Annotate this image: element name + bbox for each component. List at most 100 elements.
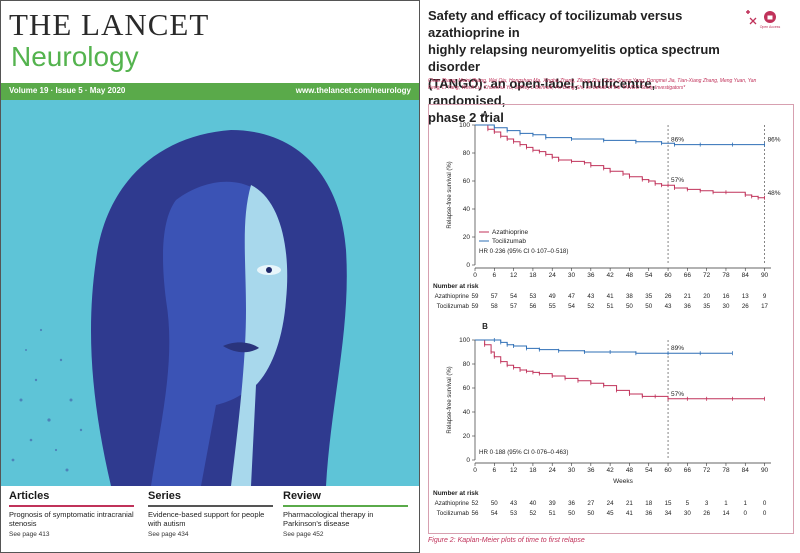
y-tick-label: 100 (459, 337, 470, 344)
risk-table-cell: 34 (665, 510, 672, 517)
title-line: phase 2 trial (428, 110, 504, 125)
x-tick-label: 54 (645, 272, 653, 279)
x-tick-label: 84 (742, 467, 750, 474)
y-tick-label: 80 (463, 361, 471, 368)
risk-table-title: Number at risk (433, 283, 479, 290)
risk-table-cell: 58 (491, 303, 498, 310)
x-tick-label: 48 (626, 467, 634, 474)
risk-table-cell: 21 (626, 500, 633, 507)
y-axis-label: Relapse-free survival (%) (447, 161, 453, 228)
issue-info: Volume 19 · Issue 5 · May 2020 (9, 86, 126, 95)
risk-table-row-label: Tocilizumab (437, 510, 470, 517)
risk-table-cell: 26 (742, 303, 749, 310)
panel-label: B (482, 322, 488, 331)
risk-table-cell: 50 (568, 510, 575, 517)
y-tick-label: 20 (463, 234, 471, 241)
title-line: Safety and efficacy of tocilizumab versu… (428, 8, 683, 40)
risk-table-cell: 41 (607, 293, 614, 300)
x-tick-label: 36 (587, 467, 595, 474)
risk-table-cell: 26 (703, 510, 710, 517)
survival-annotation: 57% (671, 177, 684, 184)
x-tick-label: 36 (587, 272, 595, 279)
risk-table-cell: 27 (587, 500, 594, 507)
risk-table-cell: 56 (472, 510, 479, 517)
svg-text:Open Access: Open Access (760, 25, 781, 29)
legend-label: Tocilizumab (492, 238, 526, 245)
risk-table-row-label: Tocilizumab (437, 303, 470, 310)
risk-table-cell: 41 (626, 510, 633, 517)
x-tick-label: 42 (607, 467, 615, 474)
risk-table-cell: 20 (703, 293, 710, 300)
risk-table-cell: 0 (763, 510, 767, 517)
oa-lock-icon[interactable]: Open Access (760, 11, 781, 29)
y-tick-label: 80 (463, 150, 471, 157)
x-tick-label: 66 (684, 272, 692, 279)
x-tick-label: 12 (510, 272, 518, 279)
risk-table-cell: 36 (568, 500, 575, 507)
title-line: highly relapsing neuromyelitis optica sp… (428, 42, 720, 74)
risk-table-row-label: Azathioprine (435, 293, 470, 300)
section-page: See page 452 (283, 531, 324, 538)
risk-table-cell: 0 (744, 510, 748, 517)
y-tick-label: 100 (459, 122, 470, 129)
risk-table-cell: 47 (568, 293, 575, 300)
section-articles[interactable]: Articles Prognosis of symptomatic intrac… (9, 486, 134, 538)
risk-table-cell: 50 (645, 303, 652, 310)
risk-table-cell: 5 (686, 500, 690, 507)
x-tick-label: 60 (664, 272, 672, 279)
risk-table-cell: 16 (723, 293, 730, 300)
survival-annotation: 89% (671, 345, 684, 352)
risk-table-cell: 26 (665, 293, 672, 300)
risk-table-cell: 30 (723, 303, 730, 310)
x-tick-label: 72 (703, 272, 711, 279)
risk-table-cell: 52 (529, 510, 536, 517)
cover-illustration (1, 100, 419, 486)
cover-section-list: Articles Prognosis of symptomatic intrac… (1, 486, 419, 552)
section-text: Pharmacological therapy in Parkinson's d… (283, 510, 374, 528)
risk-table-cell: 51 (549, 510, 556, 517)
risk-table-cell: 43 (587, 293, 594, 300)
section-text: Prognosis of symptomatic intracranial st… (9, 510, 134, 528)
x-tick-label: 30 (568, 467, 576, 474)
risk-table-cell: 52 (472, 500, 479, 507)
issue-bar: Volume 19 · Issue 5 · May 2020 www.thela… (1, 83, 419, 100)
x-tick-label: 60 (664, 467, 672, 474)
section-divider (283, 505, 408, 507)
y-tick-label: 40 (463, 409, 471, 416)
risk-table-cell: 30 (684, 510, 691, 517)
section-text: Evidence-based support for people with a… (148, 510, 265, 528)
x-tick-label: 42 (607, 272, 615, 279)
article-title: Safety and efficacy of tocilizumab versu… (428, 7, 728, 126)
risk-table-cell: 54 (510, 293, 517, 300)
risk-table-cell: 50 (587, 510, 594, 517)
x-tick-label: 0 (473, 467, 477, 474)
risk-table-row-label: Azathioprine (435, 500, 470, 507)
journal-masthead: THE LANCET (9, 7, 210, 42)
risk-table-cell: 3 (705, 500, 709, 507)
section-divider (9, 505, 134, 507)
survival-annotation: 86% (768, 137, 781, 144)
risk-table-cell: 54 (568, 303, 575, 310)
woman-portrait-illustration (1, 100, 419, 486)
section-divider (148, 505, 273, 507)
risk-table-cell: 24 (607, 500, 614, 507)
x-tick-label: 66 (684, 467, 692, 474)
x-tick-label: 54 (645, 467, 653, 474)
x-tick-label: 30 (568, 272, 576, 279)
section-series[interactable]: Series Evidence-based support for people… (148, 486, 273, 538)
risk-table-cell: 57 (510, 303, 517, 310)
y-axis-label: Relapse-free survival (%) (447, 366, 453, 433)
crossmark-icon[interactable] (746, 10, 757, 25)
article-authors: Chao Zhang, Meini Zhang, Wei Qiu, Hongsh… (428, 78, 757, 91)
section-review[interactable]: Review Pharmacological therapy in Parkin… (283, 486, 408, 538)
y-tick-label: 40 (463, 206, 471, 213)
risk-table-cell: 53 (529, 293, 536, 300)
hazard-ratio: HR 0·188 (95% CI 0·076–0·463) (479, 449, 568, 456)
section-page: See page 413 (9, 531, 50, 538)
x-tick-label: 90 (761, 467, 769, 474)
article-tools: Open Access (740, 8, 790, 30)
y-tick-label: 60 (463, 178, 471, 185)
risk-table-cell: 21 (684, 293, 691, 300)
figure-frame (428, 104, 794, 534)
